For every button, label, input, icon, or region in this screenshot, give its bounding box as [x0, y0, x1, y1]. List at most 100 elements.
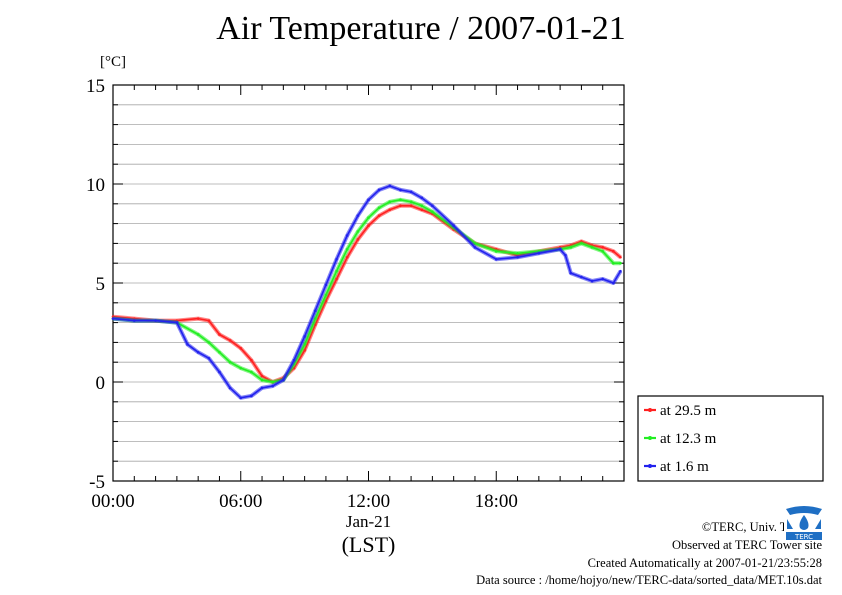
data-point [473, 246, 477, 249]
data-point [569, 271, 573, 275]
data-point [218, 351, 221, 354]
data-point [612, 261, 615, 265]
data-point [356, 230, 360, 233]
observed-site-text: Observed at TERC Tower site [671, 538, 822, 552]
data-point [420, 204, 424, 208]
data-point [580, 242, 583, 245]
data-point [388, 184, 392, 188]
data-point [564, 253, 567, 257]
y-axis-unit-label: [°C] [100, 54, 126, 70]
data-point [399, 188, 402, 192]
data-point [111, 317, 115, 320]
data-point [409, 190, 413, 194]
data-point [313, 309, 317, 313]
data-point [228, 386, 232, 390]
data-point [345, 248, 349, 251]
data-point [303, 335, 306, 338]
data-point [228, 360, 232, 364]
data-point [619, 255, 622, 259]
data-point [399, 198, 402, 202]
data-point [218, 370, 221, 374]
chart-title: Air Temperature / 2007-01-21 [216, 10, 626, 47]
legend-label: at 1.6 m [660, 459, 709, 475]
data-point [494, 257, 498, 261]
data-point [196, 317, 200, 320]
data-point [335, 257, 338, 261]
data-point [494, 250, 498, 253]
data-point [239, 396, 243, 400]
data-point [516, 255, 519, 259]
data-point [335, 269, 338, 273]
data-point [260, 386, 264, 390]
data-point [271, 380, 274, 384]
data-point [377, 188, 381, 192]
data-point [207, 319, 211, 322]
x-tick-label: 00:00 [91, 491, 134, 512]
data-point [250, 394, 253, 398]
data-source-text: Data source : /home/hojyo/new/TERC-data/… [476, 573, 822, 587]
data-point [537, 252, 541, 255]
data-point [313, 317, 317, 320]
data-point [409, 204, 413, 208]
data-point [601, 246, 605, 249]
x-axis-label: (LST) [342, 532, 396, 557]
y-tick-label: 15 [86, 76, 105, 97]
data-point [619, 261, 622, 265]
date-label: Jan-21 [346, 512, 391, 531]
legend-label: at 12.3 m [660, 431, 717, 447]
data-point [590, 246, 594, 249]
data-point [356, 214, 360, 217]
y-tick-label: -5 [89, 472, 105, 493]
data-point [207, 356, 211, 360]
data-point [282, 378, 285, 382]
data-point [420, 196, 424, 200]
terc-logo-icon: TERC [784, 505, 824, 541]
data-point [335, 277, 338, 281]
series-band-0 [112, 203, 622, 384]
data-point [154, 319, 157, 322]
legend-marker [648, 408, 652, 412]
data-point [420, 208, 424, 212]
data-point [388, 208, 392, 212]
data-point [239, 347, 243, 350]
data-point [250, 370, 253, 374]
data-point [409, 200, 413, 204]
data-point [619, 269, 622, 273]
data-point [612, 250, 615, 253]
data-point [239, 366, 243, 370]
y-tick-label: 5 [96, 274, 106, 295]
data-point [260, 374, 264, 378]
data-point [590, 279, 594, 283]
y-tick-label: 10 [86, 175, 105, 196]
data-point [271, 384, 274, 388]
data-point [399, 204, 402, 208]
data-point [345, 255, 349, 259]
data-point [175, 321, 179, 324]
data-point [228, 339, 232, 342]
data-point [218, 333, 221, 336]
legend-marker [648, 464, 652, 468]
data-point [207, 341, 211, 344]
data-point [367, 216, 370, 219]
data-point [516, 252, 519, 255]
created-timestamp-text: Created Automatically at 2007-01-21/23:5… [587, 556, 822, 570]
legend-marker [648, 436, 652, 440]
data-point [580, 275, 583, 279]
data-point [196, 333, 200, 336]
data-point [132, 319, 136, 322]
series-line-0 [112, 205, 622, 383]
data-point [324, 293, 328, 297]
data-point [612, 281, 615, 285]
data-point [250, 358, 253, 362]
data-point [388, 200, 392, 204]
x-tick-label: 18:00 [475, 491, 518, 512]
data-point [367, 224, 370, 227]
data-point [324, 283, 328, 287]
x-tick-label: 06:00 [219, 491, 262, 512]
data-point [377, 206, 381, 210]
legend-label: at 29.5 m [660, 403, 717, 419]
logo-text: TERC [794, 533, 813, 541]
legend-box [637, 395, 824, 482]
data-point [431, 204, 434, 208]
